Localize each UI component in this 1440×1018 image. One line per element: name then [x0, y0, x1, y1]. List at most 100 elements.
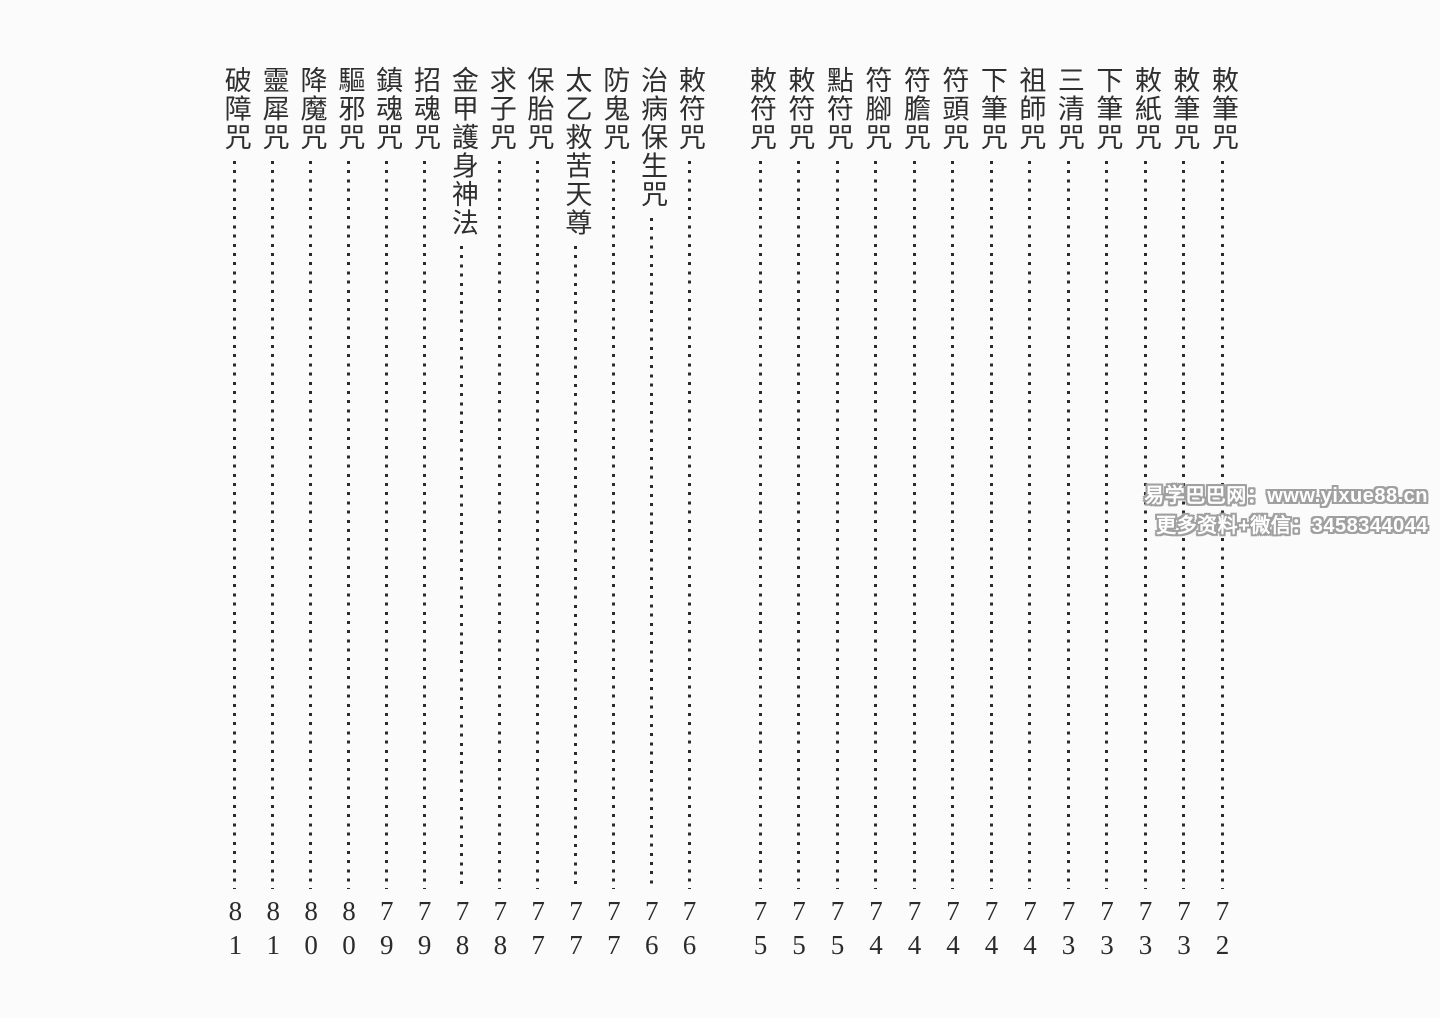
toc-entry-title: 點符咒: [822, 66, 853, 152]
toc-entry: 靈犀咒 81: [254, 66, 292, 964]
dotted-leader: [797, 160, 800, 889]
toc-left-page-columns: 敕符咒 76 治病保生咒 76 防鬼咒 77 太乙救苦天尊 77 保胎咒 77 …: [216, 66, 708, 964]
toc-entry: 保胎咒 77: [519, 66, 557, 964]
toc-entry-title: 敕紙咒: [1130, 66, 1161, 152]
dotted-leader: [1066, 160, 1070, 889]
dotted-leader: [874, 160, 877, 889]
toc-entry-title: 求子咒: [485, 66, 516, 152]
toc-entry-title: 金甲護身神法: [447, 66, 478, 237]
toc-entry-page-number: 76: [636, 896, 667, 964]
toc-entry-page-number: 81: [258, 896, 289, 964]
dotted-leader: [1182, 160, 1185, 889]
toc-entry: 符腳咒 74: [857, 66, 895, 964]
toc-entry-title: 符頭咒: [938, 66, 969, 152]
dotted-leader: [1143, 160, 1147, 889]
toc-entry-page-number: 74: [1015, 896, 1045, 964]
toc-entry-title: 鎮魂咒: [372, 66, 403, 152]
toc-entry-title: 破障咒: [220, 66, 251, 152]
toc-entry-page-number: 76: [674, 896, 705, 964]
toc-entry: 敕符咒 76: [670, 66, 708, 964]
toc-entry-page-number: 78: [447, 896, 478, 964]
toc-entry-page-number: 73: [1092, 896, 1122, 964]
toc-entry-page-number: 74: [976, 896, 1007, 964]
toc-entry-title: 符膽咒: [899, 66, 930, 152]
toc-entry: 招魂咒 79: [405, 66, 443, 964]
toc-entry-page-number: 74: [861, 896, 891, 964]
toc-entry-page-number: 78: [485, 896, 516, 964]
toc-entry: 防鬼咒 77: [594, 66, 632, 964]
dotted-leader: [611, 160, 615, 889]
dotted-leader: [460, 246, 464, 889]
toc-entry-page-number: 75: [745, 896, 776, 964]
toc-entry-page-number: 79: [409, 896, 440, 964]
toc-entry: 敕筆咒 73: [1165, 66, 1203, 964]
dotted-leader: [346, 160, 350, 889]
toc-entry: 敕符咒 75: [780, 66, 818, 964]
toc-entry: 下筆咒 73: [1088, 66, 1126, 964]
dotted-leader: [1105, 160, 1108, 889]
toc-entry-page-number: 75: [822, 896, 853, 964]
toc-entry-page-number: 73: [1130, 896, 1161, 964]
dotted-leader: [951, 160, 954, 889]
toc-entry-page-number: 80: [296, 896, 327, 964]
dotted-leader: [384, 160, 388, 889]
toc-entry-title: 招魂咒: [410, 66, 441, 152]
toc-entry-page-number: 77: [561, 896, 592, 964]
toc-entry-page-number: 77: [523, 896, 554, 964]
toc-entry: 敕紙咒 73: [1126, 66, 1164, 964]
toc-entry-page-number: 79: [371, 896, 402, 964]
toc-entry: 下筆咒 74: [972, 66, 1010, 964]
toc-entry: 太乙救苦天尊 77: [557, 66, 595, 964]
toc-entry-title: 降魔咒: [296, 66, 327, 152]
toc-entry-title: 驅邪咒: [334, 66, 365, 152]
toc-entry-title: 敕筆咒: [1169, 66, 1200, 152]
toc-entry: 治病保生咒 76: [632, 66, 670, 964]
watermark-line1: 易学巴巴网：www.yixue88.cn: [1144, 485, 1428, 507]
toc-entry-title: 敕符咒: [784, 66, 815, 152]
dotted-leader: [233, 160, 237, 889]
toc-entry: 點符咒 75: [818, 66, 856, 964]
toc-entry-page-number: 80: [333, 896, 364, 964]
toc-entry: 破障咒 81: [216, 66, 254, 964]
toc-entry-title: 下筆咒: [976, 66, 1007, 152]
toc-entry-title: 三清咒: [1053, 66, 1084, 152]
toc-entry-title: 敕筆咒: [1207, 66, 1238, 152]
toc-entry: 求子咒 78: [481, 66, 519, 964]
dotted-leader: [498, 160, 502, 889]
toc-entry: 金甲護身神法 78: [443, 66, 481, 964]
dotted-leader: [536, 160, 540, 889]
toc-entry-title: 治病保生咒: [637, 66, 668, 209]
toc-entry-page-number: 73: [1169, 896, 1199, 964]
watermark: 易学巴巴网：www.yixue88.cn 更多资料+微信：3458344044: [1144, 481, 1428, 541]
toc-entry-title: 保胎咒: [523, 66, 554, 152]
toc-entry: 敕筆咒 72: [1203, 66, 1241, 964]
toc-entry-title: 靈犀咒: [258, 66, 289, 152]
toc-entry: 敕符咒 75: [741, 66, 779, 964]
toc-entry-page-number: 74: [899, 896, 930, 964]
toc-entry: 祖師咒 74: [1011, 66, 1049, 964]
toc-right-page-columns: 敕筆咒 72 敕筆咒 73 敕紙咒 73 下筆咒 73 三清咒 73 祖師咒 7…: [741, 66, 1241, 964]
toc-entry-title: 太乙救苦天尊: [561, 66, 592, 237]
dotted-leader: [1220, 160, 1224, 889]
toc-entry-title: 下筆咒: [1092, 66, 1123, 152]
toc-entry-title: 防鬼咒: [599, 66, 630, 152]
toc-entry: 符頭咒 74: [934, 66, 972, 964]
dotted-leader: [574, 246, 578, 889]
dotted-leader: [989, 160, 993, 889]
toc-entry-title: 敕符咒: [674, 66, 705, 152]
dotted-leader: [758, 160, 762, 889]
toc-entry: 鎮魂咒 79: [367, 66, 405, 964]
dotted-leader: [687, 160, 691, 889]
toc-entry-title: 敕符咒: [745, 66, 776, 152]
toc-entry: 三清咒 73: [1049, 66, 1087, 964]
dotted-leader: [309, 160, 313, 889]
toc-entry-page-number: 74: [938, 896, 968, 964]
toc-entry-page-number: 72: [1207, 896, 1238, 964]
toc-entry-title: 符腳咒: [861, 66, 892, 152]
dotted-leader: [835, 160, 839, 889]
toc-entry-page-number: 75: [784, 896, 814, 964]
toc-entry-page-number: 81: [220, 896, 251, 964]
toc-entry: 符膽咒 74: [895, 66, 933, 964]
toc-entry-title: 祖師咒: [1015, 66, 1046, 152]
